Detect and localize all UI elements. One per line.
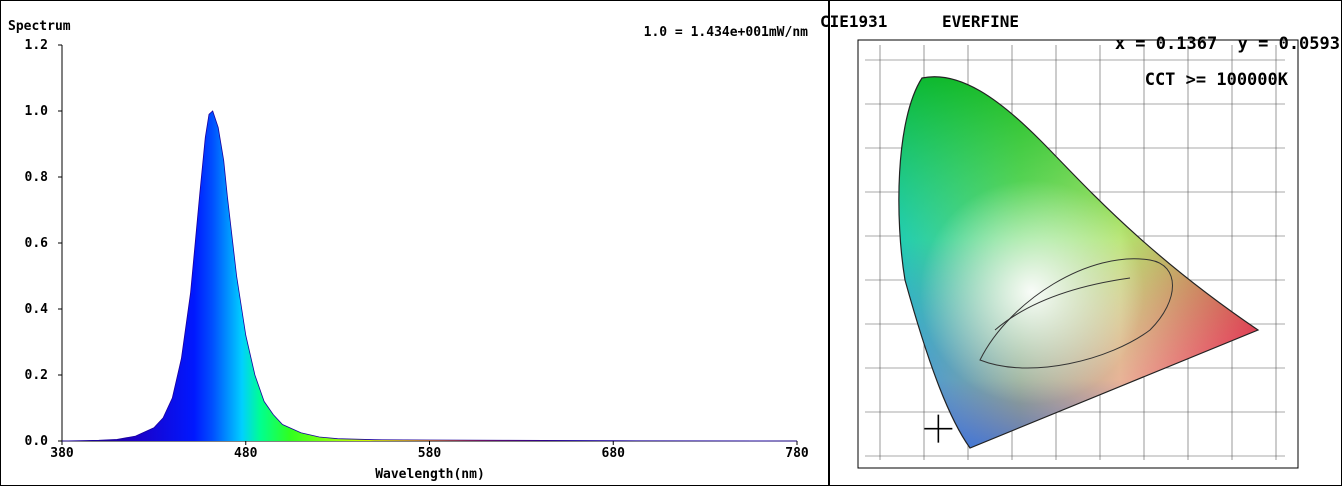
y-tick-label: 1.2 <box>25 38 48 53</box>
cie-title: CIE1931 <box>820 12 888 31</box>
panel-divider <box>828 0 830 486</box>
x-axis-label: Wavelength(nm) <box>375 467 485 482</box>
spectrum-area <box>62 111 797 441</box>
y-tick-label: 0.6 <box>25 236 49 251</box>
spectrum-line <box>61 110 798 442</box>
cie-brand: EVERFINE <box>942 12 1020 31</box>
scale-annotation: 1.0 = 1.434e+001mW/nm <box>644 25 809 40</box>
x-tick-label: 780 <box>785 446 809 461</box>
y-tick-label: 0.0 <box>25 434 49 449</box>
x-tick-label: 380 <box>50 446 74 461</box>
y-tick-label: 0.4 <box>25 302 49 317</box>
x-tick-label: 680 <box>602 446 626 461</box>
spectrum-chart: Spectrum 1.0 = 1.434e+001mW/nm 0.0 0.2 0.4… <box>8 19 809 482</box>
y-tick-label: 0.8 <box>25 170 49 185</box>
spectrum-plot: Spectrum 1.0 = 1.434e+001mW/nm 0.0 0.2 0.4… <box>8 19 809 482</box>
planckian-locus <box>994 277 1131 331</box>
y-tick-label: 1.0 <box>25 104 49 119</box>
x-tick-label: 580 <box>418 446 442 461</box>
spectral-locus <box>898 76 1260 449</box>
cie1931-chart: CIE1931 EVERFINE x = 0.1367 y = 0.0593 C… <box>820 0 1342 486</box>
cie-diagram <box>857 39 1299 469</box>
white-region <box>979 258 1173 369</box>
x-tick-label: 480 <box>234 446 258 461</box>
y-tick-label: 0.2 <box>25 368 48 383</box>
cie-coordinates: x = 0.1367 y = 0.0593 <box>1114 34 1340 54</box>
spectrum-title: Spectrum <box>8 19 71 34</box>
cie-cct: CCT >= 100000K <box>1144 70 1288 90</box>
